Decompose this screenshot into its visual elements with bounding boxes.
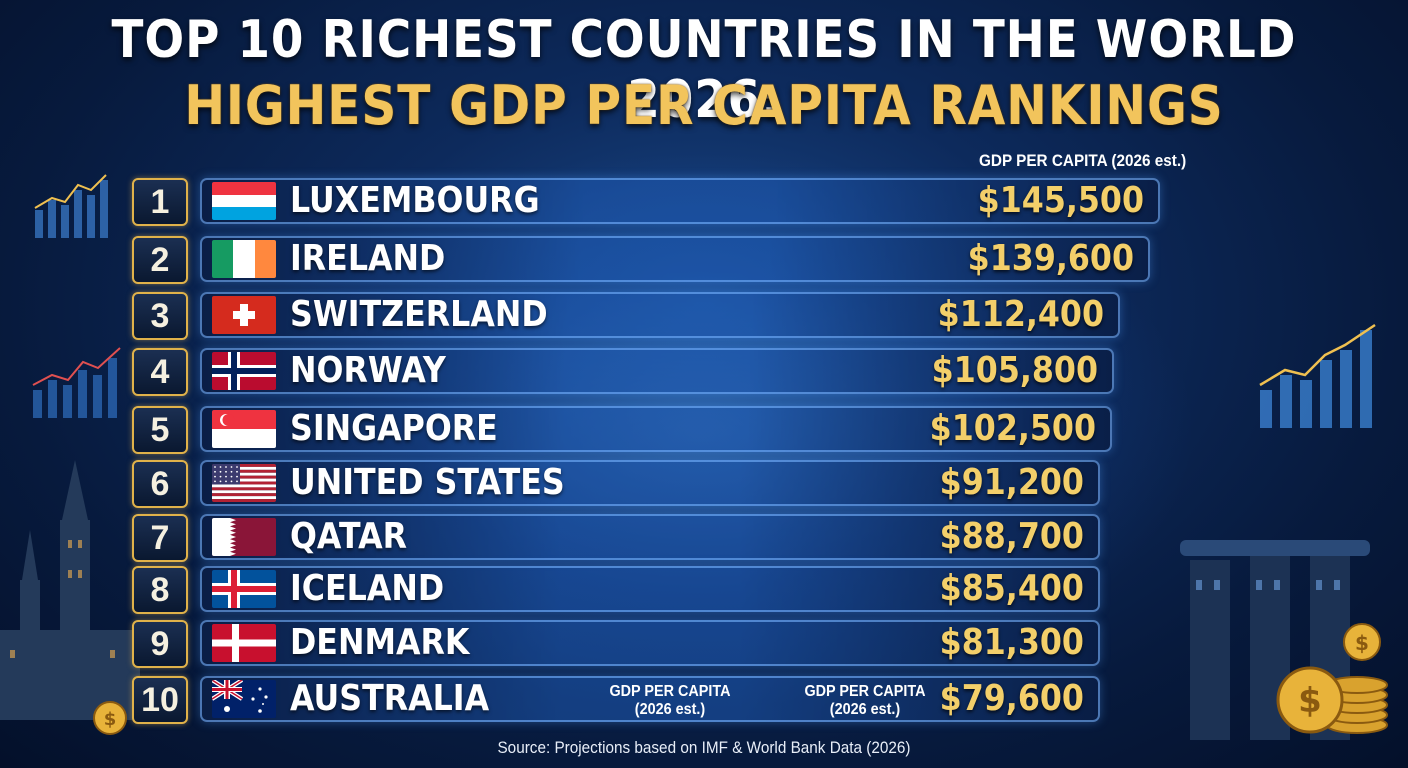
table-row: 4 NORWAY $105,800 bbox=[0, 348, 1408, 398]
table-row: 9 DENMARK $81,300 bbox=[0, 620, 1408, 670]
gdp-value: $139,600 bbox=[967, 238, 1134, 279]
country-bar: AUSTRALIA $79,600 bbox=[200, 676, 1100, 722]
switzerland-flag-icon bbox=[212, 296, 276, 334]
gdp-label-b-sub: (2026 est.) bbox=[829, 701, 901, 718]
gdp-value: $105,800 bbox=[931, 350, 1098, 391]
gdp-label-a-sub: (2026 est.) bbox=[634, 701, 706, 718]
gdp-label-a: GDP PER CAPITA (2026 est.) bbox=[607, 683, 733, 719]
country-name: AUSTRALIA bbox=[290, 678, 490, 719]
table-row: 3 SWITZERLAND $112,400 bbox=[0, 292, 1408, 342]
gdp-value: $85,400 bbox=[939, 568, 1084, 609]
norway-flag-icon bbox=[212, 352, 276, 390]
table-row: 7 QATAR $88,700 bbox=[0, 514, 1408, 564]
country-bar: UNITED STATES $91,200 bbox=[200, 460, 1100, 506]
table-row: 10 AUSTRALIA $79,600 bbox=[0, 676, 1408, 726]
gdp-label-a-title: GDP PER CAPITA bbox=[609, 683, 731, 700]
australia-flag-icon bbox=[212, 680, 276, 718]
table-row: 5 SINGAPORE $102,500 bbox=[0, 406, 1408, 456]
country-bar: ICELAND $85,400 bbox=[200, 566, 1100, 612]
country-name: NORWAY bbox=[290, 350, 446, 391]
table-row: 2 IRELAND $139,600 bbox=[0, 236, 1408, 286]
svg-text:$: $ bbox=[104, 709, 117, 730]
table-row: 1 LUXEMBOURG $145,500 bbox=[0, 178, 1408, 228]
ireland-flag-icon bbox=[212, 240, 276, 278]
rank-badge: 1 bbox=[132, 178, 188, 226]
rank-badge: 7 bbox=[132, 514, 188, 562]
source-note: Source: Projections based on IMF & World… bbox=[497, 738, 911, 757]
qatar-flag-icon bbox=[212, 518, 276, 556]
country-name: DENMARK bbox=[290, 622, 470, 663]
background-line-chart-icon bbox=[32, 347, 121, 418]
luxembourg-flag-icon bbox=[212, 182, 276, 220]
gdp-value: $91,200 bbox=[939, 462, 1084, 503]
title-line-1: TOP 10 RICHEST COUNTRIES IN THE WORLD 20… bbox=[111, 10, 1297, 130]
denmark-flag-icon bbox=[212, 624, 276, 662]
background-bar-chart-icon bbox=[34, 174, 108, 238]
coin-small-icon: $ bbox=[93, 701, 127, 735]
svg-text:$: $ bbox=[1298, 681, 1322, 721]
gdp-value: $79,600 bbox=[939, 678, 1084, 719]
country-name: SWITZERLAND bbox=[290, 294, 548, 335]
title-line-2: HIGHEST GDP PER CAPITA RANKINGS bbox=[184, 74, 1224, 137]
gold-coins-icon: $ $ bbox=[1276, 623, 1388, 734]
rank-badge: 9 bbox=[132, 620, 188, 668]
gdp-value: $88,700 bbox=[939, 516, 1084, 557]
iceland-flag-icon bbox=[212, 570, 276, 608]
country-bar: IRELAND $139,600 bbox=[200, 236, 1150, 282]
usa-flag-icon bbox=[212, 464, 276, 502]
rank-badge: 10 bbox=[132, 676, 188, 724]
country-name: IRELAND bbox=[290, 238, 446, 279]
country-name: UNITED STATES bbox=[290, 462, 565, 503]
gdp-value: $102,500 bbox=[929, 408, 1096, 449]
gdp-label-b-title: GDP PER CAPITA bbox=[804, 683, 926, 700]
country-name: QATAR bbox=[290, 516, 408, 557]
skyline-right-icon bbox=[1180, 540, 1370, 740]
rank-badge: 8 bbox=[132, 566, 188, 614]
singapore-flag-icon bbox=[212, 410, 276, 448]
rank-badge: 2 bbox=[132, 236, 188, 284]
country-bar: SWITZERLAND $112,400 bbox=[200, 292, 1120, 338]
table-row: 8 ICELAND $85,400 bbox=[0, 566, 1408, 616]
country-bar: QATAR $88,700 bbox=[200, 514, 1100, 560]
gdp-label-b: GDP PER CAPITA (2026 est.) bbox=[798, 683, 933, 719]
rank-badge: 6 bbox=[132, 460, 188, 508]
table-row: 6 UNITED STATES $91,200 bbox=[0, 460, 1408, 510]
column-header: GDP PER CAPITA (2026 est.) bbox=[978, 151, 1186, 170]
background-bar-chart-right-icon bbox=[1259, 323, 1376, 428]
rank-badge: 4 bbox=[132, 348, 188, 396]
rank-badge: 5 bbox=[132, 406, 188, 454]
rank-badge: 3 bbox=[132, 292, 188, 340]
gdp-value: $145,500 bbox=[977, 180, 1144, 221]
country-name: ICELAND bbox=[290, 568, 445, 609]
country-bar: LUXEMBOURG $145,500 bbox=[200, 178, 1160, 224]
gdp-value: $112,400 bbox=[937, 294, 1104, 335]
gdp-value: $81,300 bbox=[939, 622, 1084, 663]
country-bar: NORWAY $105,800 bbox=[200, 348, 1114, 394]
country-bar: DENMARK $81,300 bbox=[200, 620, 1100, 666]
country-bar: SINGAPORE $102,500 bbox=[200, 406, 1112, 452]
country-name: LUXEMBOURG bbox=[290, 180, 540, 221]
country-name: SINGAPORE bbox=[290, 408, 498, 449]
svg-text:$: $ bbox=[1355, 631, 1369, 655]
